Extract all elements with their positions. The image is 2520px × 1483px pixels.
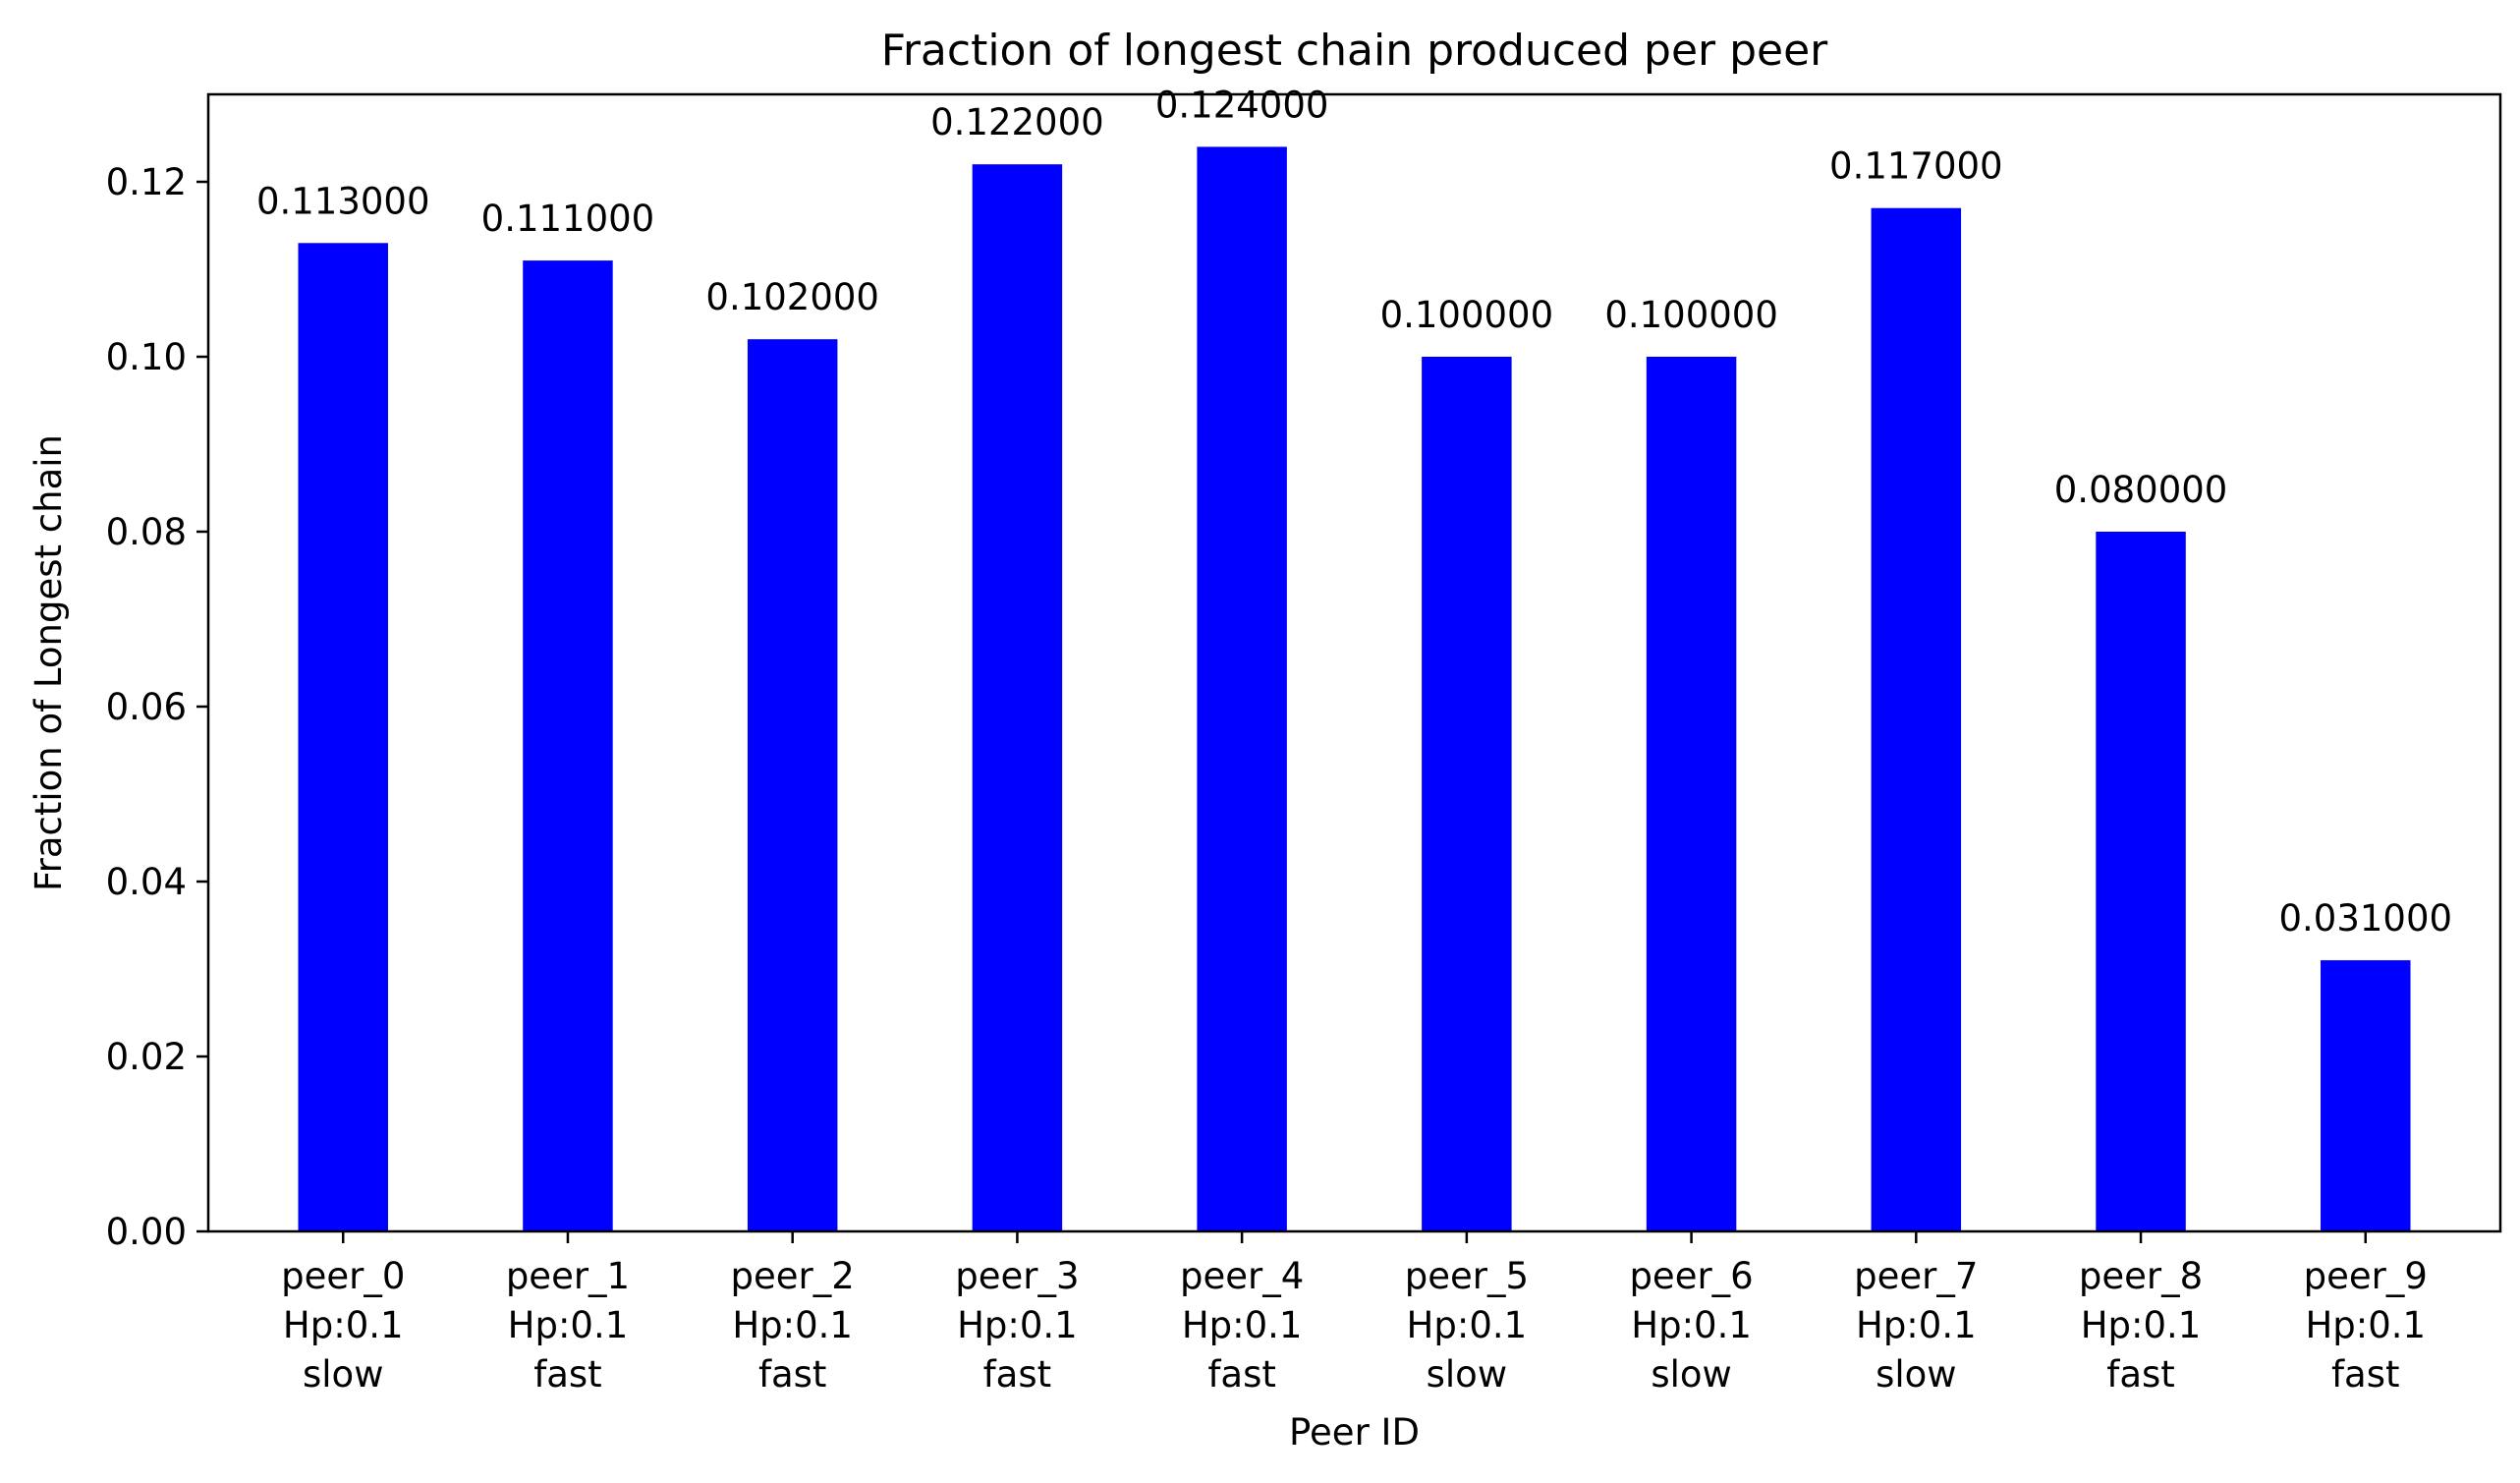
x-tick-label: peer_1 <box>506 1255 630 1297</box>
x-tick-label: peer_0 <box>281 1255 405 1297</box>
x-axis-title: Peer ID <box>1289 1411 1420 1454</box>
y-axis-title: Fraction of Longest chain <box>28 434 70 891</box>
x-tick-label: Hp:0.1 <box>1631 1304 1752 1346</box>
x-tick-label: peer_9 <box>2304 1255 2428 1297</box>
x-tick-label: fast <box>2331 1353 2399 1396</box>
bar-peer-2 <box>747 339 838 1231</box>
x-tick-label: Hp:0.1 <box>1856 1304 1977 1346</box>
bar-peer-9 <box>2321 960 2411 1231</box>
x-tick-label: Hp:0.1 <box>508 1304 629 1346</box>
x-tick-label: peer_7 <box>1854 1255 1978 1297</box>
x-tick-label: peer_4 <box>1180 1255 1304 1297</box>
data-label: 0.080000 <box>2054 469 2228 511</box>
x-tick-label: peer_8 <box>2079 1255 2203 1297</box>
data-label: 0.102000 <box>705 276 879 318</box>
x-tick-label: Hp:0.1 <box>1182 1304 1303 1346</box>
x-tick-label: fast <box>758 1353 826 1396</box>
x-tick-label: Hp:0.1 <box>732 1304 853 1346</box>
y-axis: 0.00 0.02 0.04 0.06 0.08 0.10 0.12 <box>106 161 208 1253</box>
data-label: 0.100000 <box>1604 294 1778 336</box>
x-tick-label: slow <box>1427 1353 1507 1396</box>
x-tick-label: Hp:0.1 <box>2081 1304 2202 1346</box>
chart-title: Fraction of longest chain produced per p… <box>881 26 1828 76</box>
data-label: 0.113000 <box>256 180 430 222</box>
x-tick-label: Hp:0.1 <box>1407 1304 1528 1346</box>
x-tick-label: slow <box>303 1353 383 1396</box>
data-label: 0.117000 <box>1829 145 2003 188</box>
data-label: 0.031000 <box>2278 897 2452 940</box>
y-tick-label: 0.04 <box>106 861 187 903</box>
data-label: 0.124000 <box>1155 84 1329 126</box>
x-tick-label: Hp:0.1 <box>2305 1304 2426 1346</box>
x-tick-label: slow <box>1651 1353 1731 1396</box>
data-labels-layer: 0.113000 0.111000 0.102000 0.122000 0.124000… <box>256 84 2452 940</box>
y-tick-label: 0.06 <box>106 686 187 728</box>
x-tick-label: slow <box>1876 1353 1956 1396</box>
data-label: 0.122000 <box>930 101 1104 143</box>
bar-peer-8 <box>2096 532 2186 1231</box>
bar-peer-3 <box>972 164 1063 1232</box>
axes-frame <box>206 92 2502 1233</box>
y-tick-label: 0.10 <box>106 336 187 378</box>
x-tick-label: Hp:0.1 <box>957 1304 1078 1346</box>
bars-layer <box>298 146 2411 1232</box>
bar-peer-1 <box>523 260 613 1232</box>
x-tick-label: fast <box>983 1353 1051 1396</box>
x-tick-label: peer_3 <box>955 1255 1079 1297</box>
x-tick-label: peer_5 <box>1405 1255 1529 1297</box>
bar-peer-0 <box>298 243 388 1232</box>
bar-peer-5 <box>1422 357 1512 1231</box>
x-tick-label: fast <box>1207 1353 1275 1396</box>
y-tick-label: 0.00 <box>106 1211 187 1253</box>
bar-peer-6 <box>1646 357 1737 1231</box>
y-tick-label: 0.12 <box>106 161 187 203</box>
bar-peer-4 <box>1197 146 1287 1231</box>
y-tick-label: 0.02 <box>106 1036 187 1078</box>
bar-peer-7 <box>1871 207 1962 1232</box>
x-tick-label: peer_6 <box>1629 1255 1753 1297</box>
data-label: 0.100000 <box>1380 294 1554 336</box>
x-axis: peer_0 Hp:0.1 slow peer_1 Hp:0.1 fast peer_2 Hp… <box>281 1231 2428 1396</box>
y-tick-label: 0.08 <box>106 511 187 553</box>
data-label: 0.111000 <box>481 198 655 240</box>
x-tick-label: fast <box>533 1353 601 1396</box>
x-tick-label: peer_2 <box>731 1255 855 1297</box>
x-tick-label: Hp:0.1 <box>283 1304 404 1346</box>
x-tick-label: fast <box>2106 1353 2174 1396</box>
